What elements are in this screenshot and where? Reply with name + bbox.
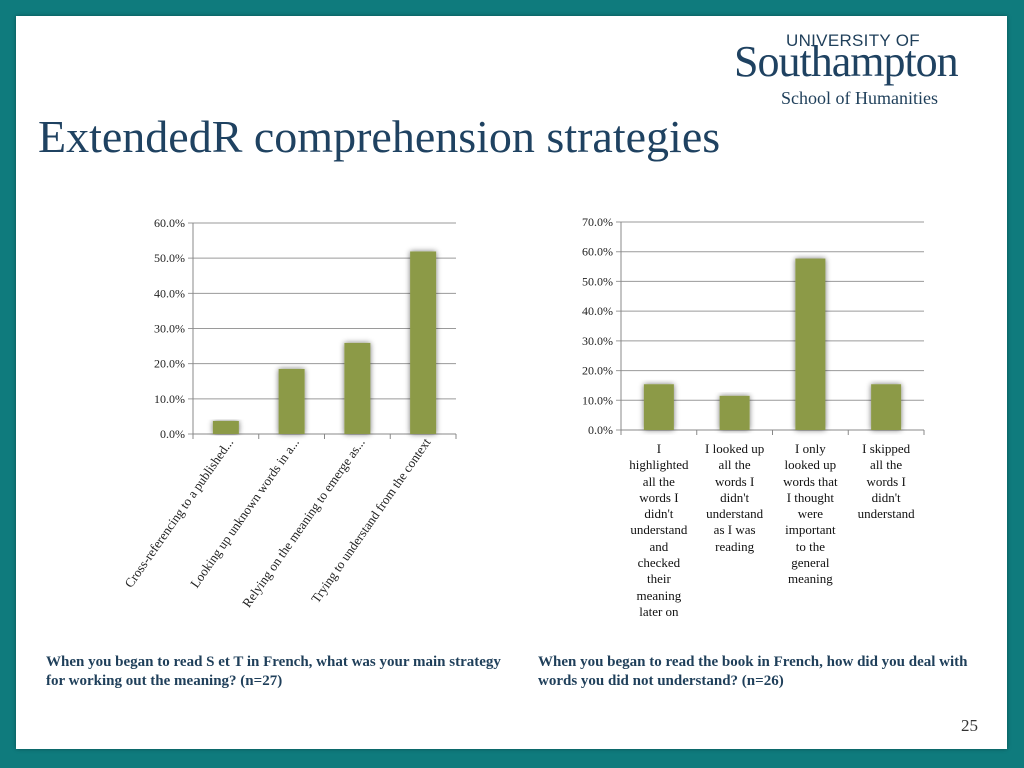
y-tick-label: 20.0% [582, 364, 613, 378]
y-tick-label: 40.0% [154, 286, 185, 300]
bar-2-4 [871, 384, 902, 430]
category-label-line: all the [642, 473, 675, 489]
category-label-line: I skipped [862, 441, 911, 456]
y-tick-label: 50.0% [582, 274, 613, 288]
category-label-line: didn't [871, 489, 901, 505]
y-tick-label: 40.0% [582, 304, 613, 318]
bar-1-4 [410, 251, 437, 434]
category-label-line: highlighted [629, 457, 689, 473]
x-category-label: Looking up unknown words in a... [187, 435, 302, 590]
x-category-label: Cross-referencing to a published... [121, 435, 236, 590]
caption-left: When you began to read S et T in French,… [46, 654, 501, 689]
x-category-label: I only looked up words that I thought were im… [773, 441, 848, 588]
bar-1-2 [278, 368, 305, 434]
category-label-line: as I was [713, 522, 756, 538]
x-category-label: Trying to understand from the context [308, 435, 434, 606]
page-title: ExtendedR comprehension strategies [38, 111, 721, 162]
caption-right: When you began to read the book in Frenc… [538, 654, 968, 689]
y-tick-label: 0.0% [160, 427, 185, 441]
category-label-line: understand [706, 506, 764, 522]
category-label-line: their [646, 571, 671, 587]
category-label-line: I only [795, 441, 826, 456]
bar-2-1 [643, 384, 674, 430]
category-label-line: understand [630, 522, 688, 538]
y-tick-label: 10.0% [154, 392, 185, 406]
category-label-line: looked up [784, 457, 837, 473]
category-label-line: reading [715, 538, 755, 554]
y-tick-label: 60.0% [582, 245, 613, 259]
y-tick-label: 60.0% [154, 216, 185, 230]
category-label-line: later on [639, 603, 679, 619]
category-label-line: meaning [787, 571, 833, 587]
logo-southampton: Southampton [734, 37, 959, 86]
y-tick-label: 30.0% [154, 322, 185, 336]
category-label-line: important [785, 522, 836, 538]
category-label-line: words I [866, 473, 906, 489]
category-label-line: and [649, 538, 669, 554]
category-label-line: words I [714, 473, 755, 489]
chart-right: 0.0% 10.0% 20.0% 30.0% 40.0% 50.0% 60.0% 70.0% [582, 215, 925, 437]
y-tick-label: 50.0% [154, 251, 185, 265]
bar-1-3 [344, 342, 371, 434]
category-label-line: understand [857, 506, 915, 522]
y-tick-label: 0.0% [588, 423, 613, 437]
category-label-line: I thought [786, 489, 835, 505]
y-tick-label: 10.0% [582, 393, 613, 407]
category-label-line: checked [637, 555, 681, 571]
category-label-line: I looked up [705, 441, 765, 456]
chart-left: 0.0% 10.0% 20.0% 30.0% 40.0% 50.0% 60.0% Cross-… [121, 216, 457, 610]
category-label-line: didn't [644, 506, 674, 522]
category-label-line: I [656, 441, 662, 456]
category-label-line: were [797, 506, 823, 522]
category-label-line: to the [795, 538, 825, 554]
category-label-line: words that [783, 473, 838, 489]
y-tick-label: 30.0% [582, 334, 613, 348]
bar-2-3 [795, 258, 826, 430]
page-number: 25 [961, 716, 978, 735]
category-label-line: words I [639, 489, 679, 505]
y-tick-label: 70.0% [582, 215, 613, 229]
bar-1-1 [212, 420, 239, 434]
bar-2-2 [719, 395, 750, 430]
category-label-line: general [791, 555, 830, 571]
x-category-label: Relying on the meaning to emerge as... [239, 435, 368, 610]
slide: UNIVERSITY OF Southampton School of Huma… [16, 16, 1007, 749]
category-label-line: didn't [720, 489, 750, 505]
logo-school-of-humanities: School of Humanities [781, 88, 938, 108]
y-tick-label: 20.0% [154, 357, 185, 371]
category-label-line: all the [718, 457, 751, 473]
category-label-line: meaning [636, 587, 682, 603]
category-label-line: all the [870, 457, 903, 473]
logo-university-of: UNIVERSITY OF [786, 31, 920, 50]
